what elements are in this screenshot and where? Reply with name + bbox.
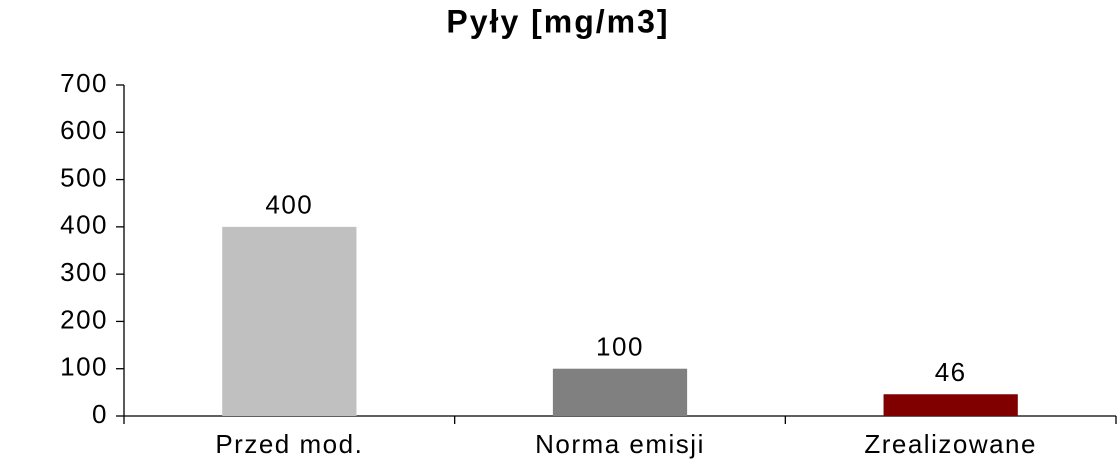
y-tick-label: 100 [60,352,108,382]
x-tick-label: Norma emisji [535,429,705,459]
y-tick-label: 400 [60,210,108,240]
x-tick-label: Zrealizowane [864,429,1037,459]
x-tick-label: Przed mod. [215,429,363,459]
y-tick-label: 600 [60,115,108,145]
bar [222,226,357,416]
y-tick-label: 300 [60,257,108,287]
chart-title: Pyły [mg/m3] [446,3,669,39]
bar [883,394,1018,416]
y-tick-label: 200 [60,304,108,334]
y-tick-label: 700 [60,68,108,98]
data-label: 100 [596,332,644,362]
y-tick-label: 500 [60,162,108,192]
data-label: 46 [935,357,967,387]
bar [552,368,688,416]
y-tick-label: 0 [92,399,108,429]
data-label: 400 [265,190,313,220]
